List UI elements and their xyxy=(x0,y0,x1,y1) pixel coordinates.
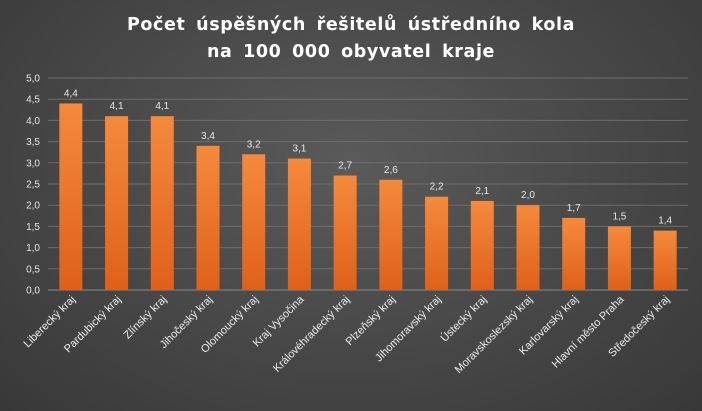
y-tick-label: 2,0 xyxy=(26,201,40,212)
bar xyxy=(470,200,494,290)
data-label: 1,4 xyxy=(658,216,672,227)
data-label: 3,4 xyxy=(201,131,215,142)
category-label: Moravskoslezský kraj xyxy=(453,294,535,376)
data-label: 1,7 xyxy=(567,203,581,214)
data-label: 2,1 xyxy=(475,186,489,197)
bar xyxy=(287,158,311,290)
y-tick-label: 1,5 xyxy=(26,222,40,233)
bar xyxy=(425,196,449,290)
y-tick-label: 0,5 xyxy=(26,264,40,275)
bar xyxy=(562,217,586,290)
bars xyxy=(59,103,677,290)
bar xyxy=(59,103,83,290)
data-label: 2,0 xyxy=(521,190,535,201)
bar xyxy=(242,154,266,290)
y-tick-label: 2,5 xyxy=(26,180,40,191)
y-tick-label: 1,0 xyxy=(26,243,40,254)
data-label: 2,2 xyxy=(430,182,444,193)
bar xyxy=(653,230,677,290)
category-label: Ústecký kraj xyxy=(438,293,490,345)
bar xyxy=(607,226,631,290)
bar xyxy=(516,205,540,290)
data-label: 4,1 xyxy=(110,101,124,112)
category-label: Zlínský kraj xyxy=(122,294,170,342)
bar xyxy=(150,116,174,290)
y-tick-label: 0,0 xyxy=(26,286,40,297)
bar xyxy=(333,175,357,290)
gridlines xyxy=(48,77,688,291)
data-label: 4,1 xyxy=(155,101,169,112)
data-label: 3,1 xyxy=(292,144,306,155)
y-tick-label: 4,5 xyxy=(26,95,40,106)
data-label: 2,6 xyxy=(384,165,398,176)
chart-title-line-1: Počet úspěšných řešitelů ústředního kola xyxy=(127,13,575,35)
category-label: Královéhradecký kraj xyxy=(271,294,352,375)
y-tick-label: 3,5 xyxy=(26,137,40,148)
data-label: 2,7 xyxy=(338,161,352,172)
bar xyxy=(379,179,403,290)
bar xyxy=(105,116,129,290)
y-tick-label: 3,0 xyxy=(26,158,40,169)
data-label: 1,5 xyxy=(612,211,626,222)
bar xyxy=(196,145,220,290)
data-label: 4,4 xyxy=(64,88,78,99)
y-axis-ticks: 0,0 0,5 1,0 1,5 2,0 2,5 3,0 3,5 4,0 4,5 5,0 xyxy=(26,74,40,297)
y-tick-label: 4,0 xyxy=(26,116,40,127)
data-label: 3,2 xyxy=(247,139,261,150)
y-tick-label: 5,0 xyxy=(26,74,40,85)
data-labels: 4,4 4,1 4,1 3,4 3,2 3,1 2,7 2,6 2,2 2,1 2,0 1,7 1,5 1… xyxy=(64,88,673,226)
chart-title-line-2: na 100 000 obyvatel kraje xyxy=(207,42,495,62)
